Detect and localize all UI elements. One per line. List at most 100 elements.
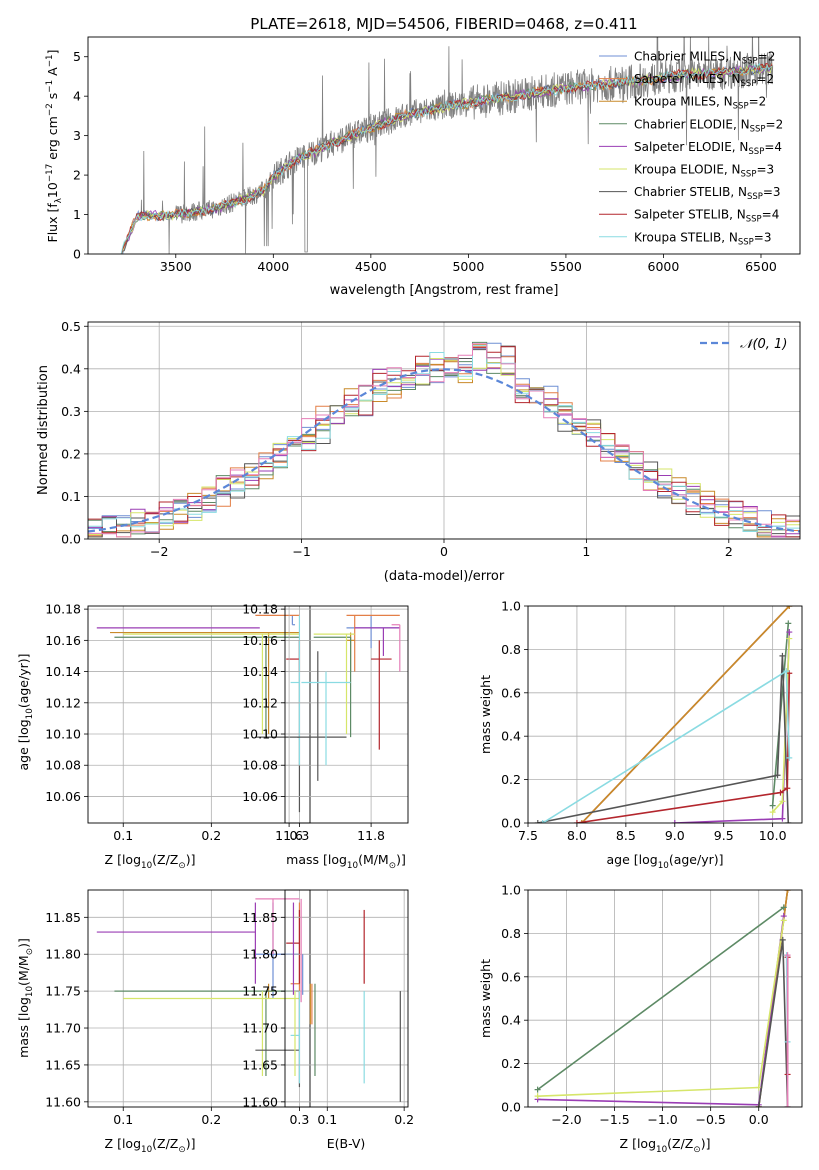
- y-tick-label: 10.08: [242, 758, 278, 773]
- x-tick-label: 0.1: [113, 1112, 133, 1127]
- legend-label-sub: SSP: [748, 147, 764, 157]
- y-axis-label-part: (age/yr)]: [16, 653, 31, 708]
- y-tick-label: 10.16: [45, 633, 81, 648]
- y-tick-label: 11.65: [242, 1057, 278, 1072]
- y-tick-label: 11.60: [45, 1094, 81, 1109]
- plot-area: [88, 606, 310, 823]
- x-axis-label-part: mass [log: [286, 852, 347, 867]
- y-axis-label-part: 10: [45, 182, 60, 198]
- x-axis-label-part: (age/yr)]: [669, 852, 724, 867]
- x-axis-label: mass [log10(M/M⊙)]: [286, 852, 406, 871]
- y-tick-label: 11.70: [45, 1021, 81, 1036]
- x-tick-label: −1.5: [599, 1112, 629, 1127]
- y-tick-label: 0.0: [501, 1100, 521, 1115]
- legend-label-sub: SSP: [746, 215, 762, 225]
- histogram-step: [88, 346, 800, 538]
- y-tick-label: 2: [73, 168, 81, 183]
- model-line: [120, 63, 773, 254]
- x-tick-label: 2: [725, 544, 733, 559]
- y-tick-label: 0.2: [61, 446, 81, 461]
- model-line: [120, 63, 773, 254]
- weight-line: [542, 669, 791, 823]
- y-axis-label-part: Flux [: [45, 208, 60, 243]
- y-axis-label: mass weight: [478, 959, 493, 1038]
- x-tick-label: −0.5: [695, 1112, 725, 1127]
- x-axis-label-part: Z [log: [105, 1136, 141, 1151]
- panel-age_vs_Z: 0.1 0.2 0.3 10.06 10.08 10.10 10.12 10.14 10.16 1…: [16, 602, 311, 871]
- x-axis-label: Z [log10(Z/Z⊙)]: [620, 1136, 711, 1155]
- weight-marker: [780, 904, 787, 911]
- legend-label: Chabrier ELODIE, NSSP=2: [634, 117, 783, 134]
- y-tick-label: 4: [73, 89, 81, 104]
- x-tick-label: 10.0: [759, 828, 787, 843]
- grid: [285, 890, 408, 1107]
- x-tick-label: 1: [582, 544, 590, 559]
- legend-label-sub: SSP: [741, 170, 757, 180]
- x-axis-label-part: ⊙: [178, 1145, 185, 1155]
- legend-label-sub: SSP: [750, 124, 766, 134]
- legend-label-part: =4: [764, 140, 782, 154]
- plot-area: [88, 890, 310, 1107]
- y-tick-label: 0.0: [501, 816, 521, 831]
- grid: [528, 606, 802, 823]
- x-tick-label: 5500: [550, 259, 582, 274]
- weight-marker: [769, 802, 776, 809]
- weight-line: [757, 939, 789, 1107]
- x-tick-label: 0.2: [201, 1112, 221, 1127]
- x-tick-label: 9.5: [714, 828, 734, 843]
- panel-weight_vs_Z: −2.0 −1.5 −1.0 −0.5 0.0 0.0 0.2 0.4 0.6 0.8 1.0 mas…: [478, 883, 803, 1155]
- legend-label-part: Kroupa STELIB, N: [634, 230, 738, 244]
- x-axis-label-part: 10: [347, 861, 358, 871]
- model-line: [120, 64, 773, 254]
- y-axis-label-part: )]: [16, 938, 31, 948]
- gaussian-curve: [88, 368, 800, 533]
- x-tick-label: 4500: [355, 259, 387, 274]
- legend-label-part: =2: [758, 50, 776, 64]
- y-tick-label: 3: [73, 128, 81, 143]
- y-tick-label: 11.80: [242, 947, 278, 962]
- x-axis-label-part: Z [log: [105, 852, 141, 867]
- weight-marker: [786, 606, 793, 609]
- weight-marker: [777, 789, 784, 796]
- x-axis-label-part: Z [log: [620, 1136, 656, 1151]
- x-axis-label: Z [log10(Z/Z⊙)]: [105, 852, 196, 871]
- axes-frame: [284, 605, 409, 824]
- weight-line: [537, 906, 785, 1091]
- model-line: [120, 62, 773, 254]
- axes-frame: [87, 605, 311, 824]
- y-tick-label: 1.0: [501, 599, 521, 614]
- weight-marker: [779, 815, 786, 822]
- legend-label: Chabrier STELIB, NSSP=3: [634, 185, 781, 202]
- x-axis-label-part: 10: [141, 1145, 152, 1155]
- legend-label-part: Chabrier ELODIE, N: [634, 117, 750, 131]
- y-axis-label-part: 10: [25, 986, 35, 997]
- histogram-step: [88, 345, 800, 532]
- y-tick-label: 11.75: [45, 984, 81, 999]
- x-axis-label-part: )]: [396, 852, 406, 867]
- weight-marker: [786, 754, 793, 761]
- x-tick-label: −2: [150, 544, 168, 559]
- y-tick-label: 11.85: [242, 910, 278, 925]
- y-axis-label: mass [log10(M/M⊙)]: [16, 938, 35, 1058]
- x-tick-label: −2.0: [551, 1112, 581, 1127]
- legend-label-sub: SSP: [738, 237, 754, 247]
- legend-label-part: Chabrier STELIB, N: [634, 185, 747, 199]
- weight-line: [581, 606, 790, 823]
- legend-label-part: =2: [756, 72, 774, 86]
- legend-label-part: Kroupa MILES, N: [634, 95, 733, 109]
- y-tick-label: 1.0: [501, 883, 521, 898]
- x-axis-label-part: (Z/Z: [152, 1136, 178, 1151]
- weight-marker: [769, 809, 776, 816]
- y-tick-label: 10.18: [45, 602, 81, 617]
- x-axis-label-part: ⊙: [178, 861, 185, 871]
- x-axis-label: Z [log10(Z/Z⊙)]: [105, 1136, 196, 1155]
- weight-marker: [671, 820, 678, 823]
- y-tick-label: 0.3: [61, 404, 81, 419]
- weight-marker: [784, 890, 791, 893]
- y-tick-label: 10.10: [45, 727, 81, 742]
- x-axis-label-part: )]: [186, 852, 196, 867]
- weight-marker: [786, 635, 793, 642]
- x-axis-label-part: 10: [658, 861, 669, 871]
- y-axis-label-part: (M/M: [16, 955, 31, 986]
- y-tick-label: 0.5: [61, 319, 81, 334]
